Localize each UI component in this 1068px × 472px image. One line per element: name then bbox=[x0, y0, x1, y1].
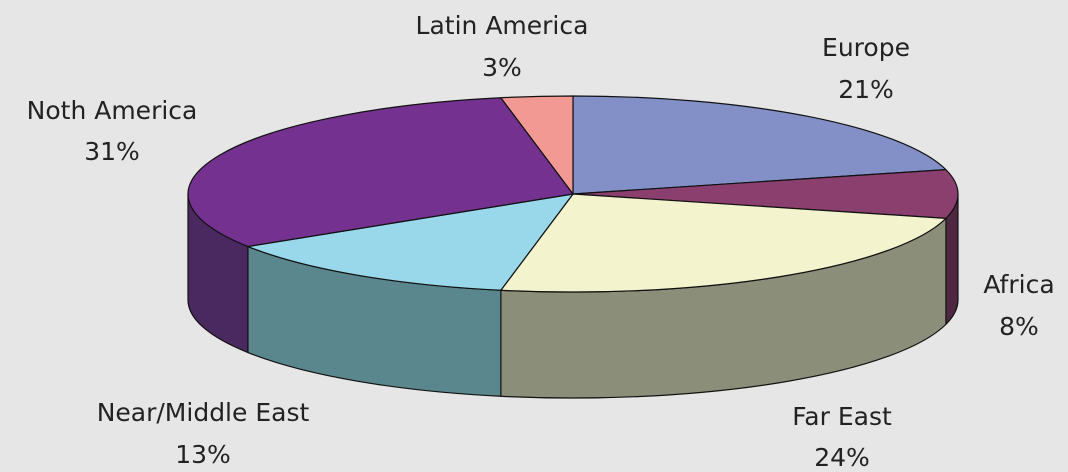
label-europe-name: Europe bbox=[822, 33, 910, 62]
label-near-middle-east-name: Near/Middle East bbox=[97, 398, 310, 427]
slice-africa bbox=[572, 169, 959, 219]
label-latin-america: Latin America 3% bbox=[416, 11, 589, 82]
label-africa-name: Africa bbox=[983, 270, 1054, 299]
label-noth-america: Noth America 31% bbox=[27, 96, 198, 166]
slice-latin-america bbox=[500, 95, 574, 195]
label-latin-america-name: Latin America bbox=[416, 11, 589, 40]
label-far-east-value: 24% bbox=[814, 443, 870, 472]
label-noth-america-name: Noth America bbox=[27, 96, 198, 125]
pie-sides bbox=[187, 193, 959, 399]
label-africa: Africa 8% bbox=[983, 270, 1054, 341]
slice-far-east bbox=[500, 193, 947, 293]
label-europe: Europe 21% bbox=[822, 33, 910, 104]
label-near-middle-east-value: 13% bbox=[175, 440, 231, 469]
pie-tops bbox=[187, 95, 959, 293]
label-latin-america-value: 3% bbox=[482, 53, 522, 82]
label-noth-america-value: 31% bbox=[84, 137, 140, 166]
label-africa-value: 8% bbox=[999, 312, 1039, 341]
label-far-east-name: Far East bbox=[792, 402, 892, 431]
slice-noth-america bbox=[187, 97, 574, 248]
label-europe-value: 21% bbox=[838, 75, 894, 104]
label-far-east: Far East 24% bbox=[792, 402, 892, 472]
slice-europe bbox=[572, 95, 947, 195]
label-near-middle-east: Near/Middle East 13% bbox=[97, 398, 310, 469]
slice-near-middle-east bbox=[247, 193, 574, 291]
